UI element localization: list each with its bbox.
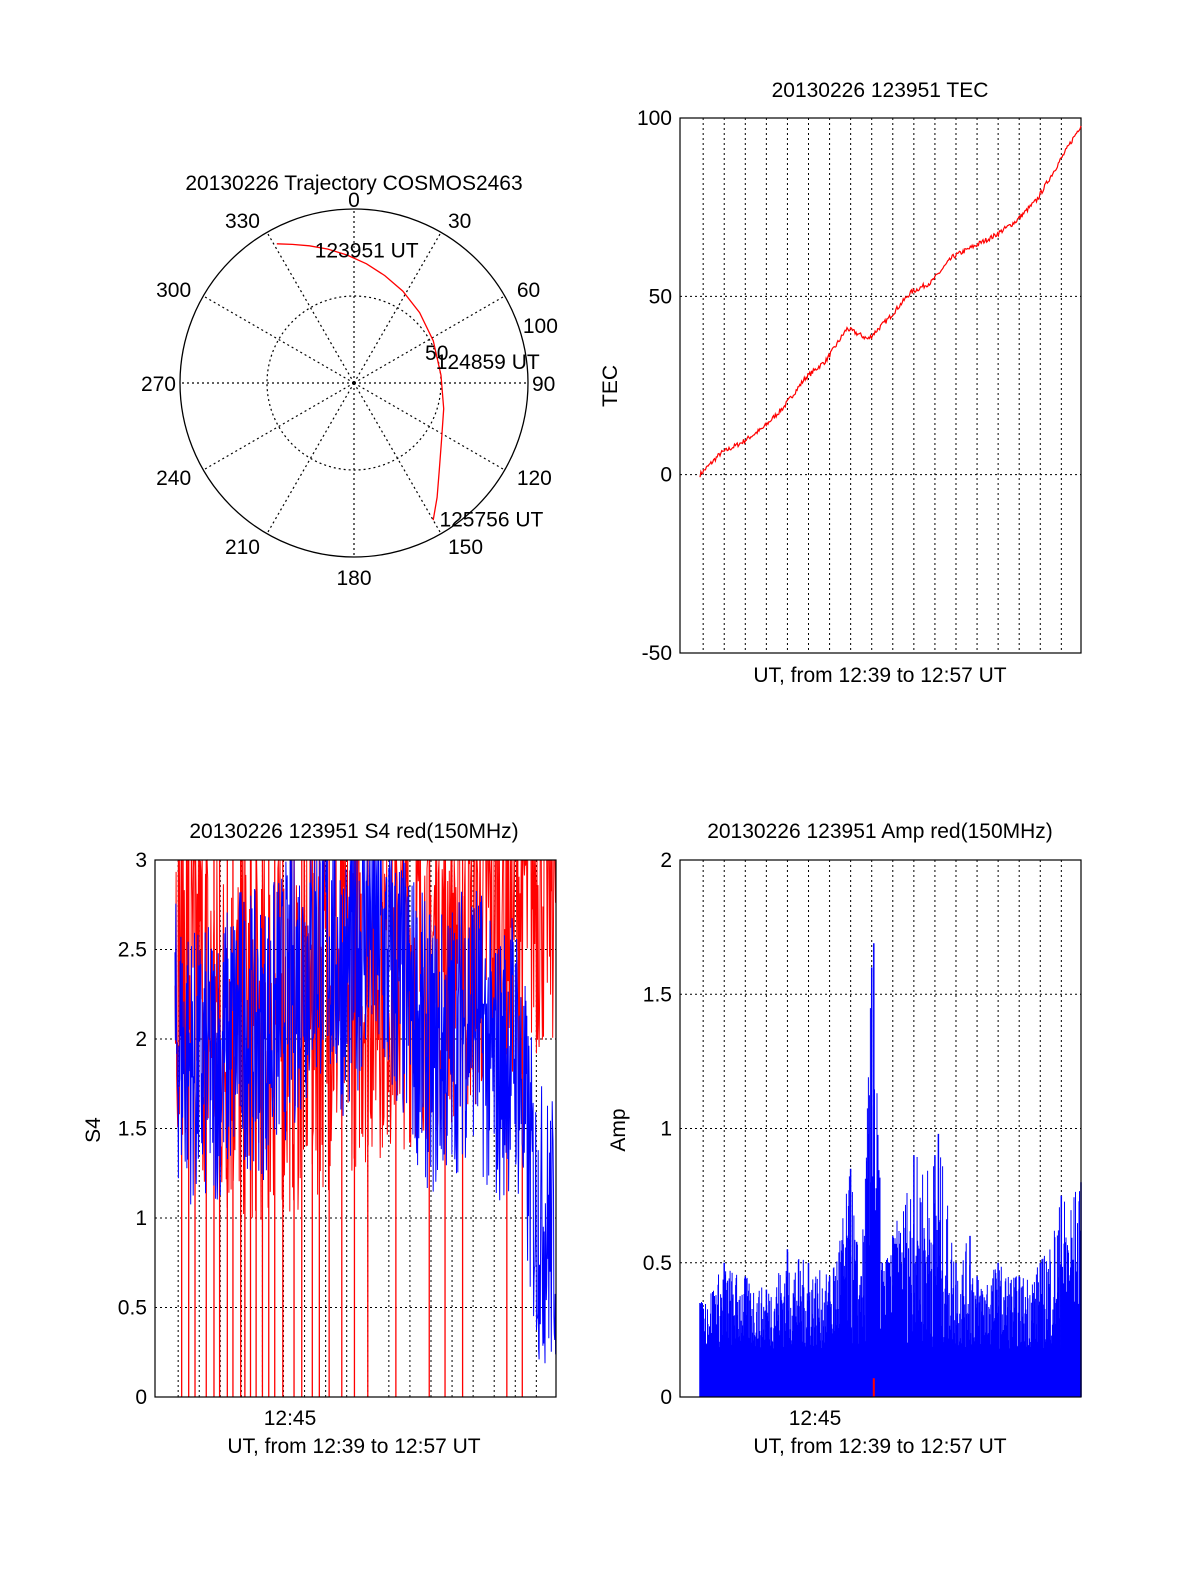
polar-spoke (353, 382, 505, 471)
tec-y-label: TEC (599, 365, 622, 407)
amp-y-tick-labels: 0 0.5 1 1.5 2 (643, 849, 672, 1409)
polar-radial-label: 100 (523, 315, 558, 338)
s4-red-line (174, 859, 557, 1220)
polar-spoke (203, 295, 355, 384)
polar-angle-label: 330 (225, 210, 260, 233)
s4-title: 20130226 123951 S4 red(150MHz) (189, 820, 518, 843)
s4-y-tick-label: 2 (135, 1028, 147, 1051)
polar-angle-label: 180 (336, 567, 371, 590)
polar-angle-label: 90 (532, 373, 555, 396)
polar-spoke (353, 295, 505, 384)
s4-blue-line (174, 859, 557, 1364)
amp-y-tick-label: 0 (660, 1386, 672, 1409)
s4-y-tick-label: 3 (135, 849, 147, 872)
s4-y-tick-label: 1.5 (118, 1118, 147, 1141)
tec-y-tick-labels: -50 0 50 100 (637, 107, 672, 665)
s4-y-tick-labels: 0 0.5 1 1.5 2 2.5 3 (118, 849, 147, 1409)
polar-angle-label: 0 (348, 189, 360, 212)
s4-y-tick-label: 0 (135, 1386, 147, 1409)
s4-plot-frame (154, 859, 557, 1398)
polar-spoke (266, 232, 355, 384)
s4-x-tick-label: 12:45 (264, 1407, 317, 1430)
amp-y-tick-label: 0.5 (643, 1252, 672, 1275)
trajectory-line (276, 243, 445, 521)
amp-title: 20130226 123951 Amp red(150MHz) (707, 820, 1053, 843)
s4-panel: 20130226 123951 S4 red(150MHz) 0 0.5 1 1.5 2… (82, 820, 557, 1458)
tec-y-tick-label: 50 (649, 285, 672, 308)
s4-blue-series (174, 859, 557, 1364)
polar-angle-label: 240 (156, 467, 191, 490)
polar-angle-label: 60 (517, 279, 540, 302)
trajectory-annotations: 123951 UT 124859 UT 125756 UT (315, 240, 544, 532)
trajectory-title: 20130226 Trajectory COSMOS2463 (185, 172, 522, 195)
s4-y-tick-label: 0.5 (118, 1297, 147, 1320)
amp-y-tick-label: 1 (660, 1118, 672, 1141)
s4-y-label: S4 (82, 1117, 105, 1143)
s4-y-tick-label: 2.5 (118, 939, 147, 962)
tec-y-tick-label: 100 (637, 107, 672, 130)
trajectory-panel: 20130226 Trajectory COSMOS2463 030609012… (141, 172, 558, 590)
trajectory-time-label: 123951 UT (315, 240, 419, 263)
polar-angle-label: 120 (517, 467, 552, 490)
tec-series-line (699, 125, 1082, 478)
polar-outer-ring (179, 208, 529, 558)
tec-plot-frame (679, 117, 1082, 654)
polar-angle-labels: 0 30 60 90 120 150 180 210 240 270 300 330 (141, 189, 555, 590)
tec-title: 20130226 123951 TEC (772, 79, 989, 102)
tec-y-tick-label: 0 (660, 464, 672, 487)
polar-angle-label: 150 (448, 536, 483, 559)
polar-spoke (353, 382, 442, 534)
polar-angle-label: 300 (156, 279, 191, 302)
tec-y-tick-label: -50 (642, 642, 672, 665)
amp-y-tick-label: 2 (660, 849, 672, 872)
s4-y-tick-label: 1 (135, 1207, 147, 1230)
amp-y-tick-label: 1.5 (643, 983, 672, 1006)
amp-x-label: UT, from 12:39 to 12:57 UT (753, 1435, 1006, 1458)
polar-spoke (203, 382, 355, 471)
amp-blue-series (699, 943, 1082, 1397)
polar-angle-label: 270 (141, 373, 176, 396)
tec-grid (680, 118, 1081, 653)
amp-panel: 20130226 123951 Amp red(150MHz) 0 0.5 1 1.5… (607, 820, 1082, 1458)
amp-x-tick-label: 12:45 (789, 1407, 842, 1430)
s4-x-label: UT, from 12:39 to 12:57 UT (227, 1435, 480, 1458)
trajectory-time-label: 125756 UT (439, 509, 543, 532)
polar-angle-label: 30 (448, 210, 471, 233)
polar-angle-label: 210 (225, 536, 260, 559)
tec-panel: 20130226 123951 TEC -50 0 50 100 UT, from 1… (599, 79, 1082, 687)
polar-spoke (353, 232, 442, 384)
amp-plot-frame (679, 859, 1082, 1398)
polar-spoke (266, 382, 355, 534)
amp-y-label: Amp (607, 1108, 630, 1151)
trajectory-time-label: 124859 UT (436, 351, 540, 374)
tec-x-label: UT, from 12:39 to 12:57 UT (753, 664, 1006, 687)
